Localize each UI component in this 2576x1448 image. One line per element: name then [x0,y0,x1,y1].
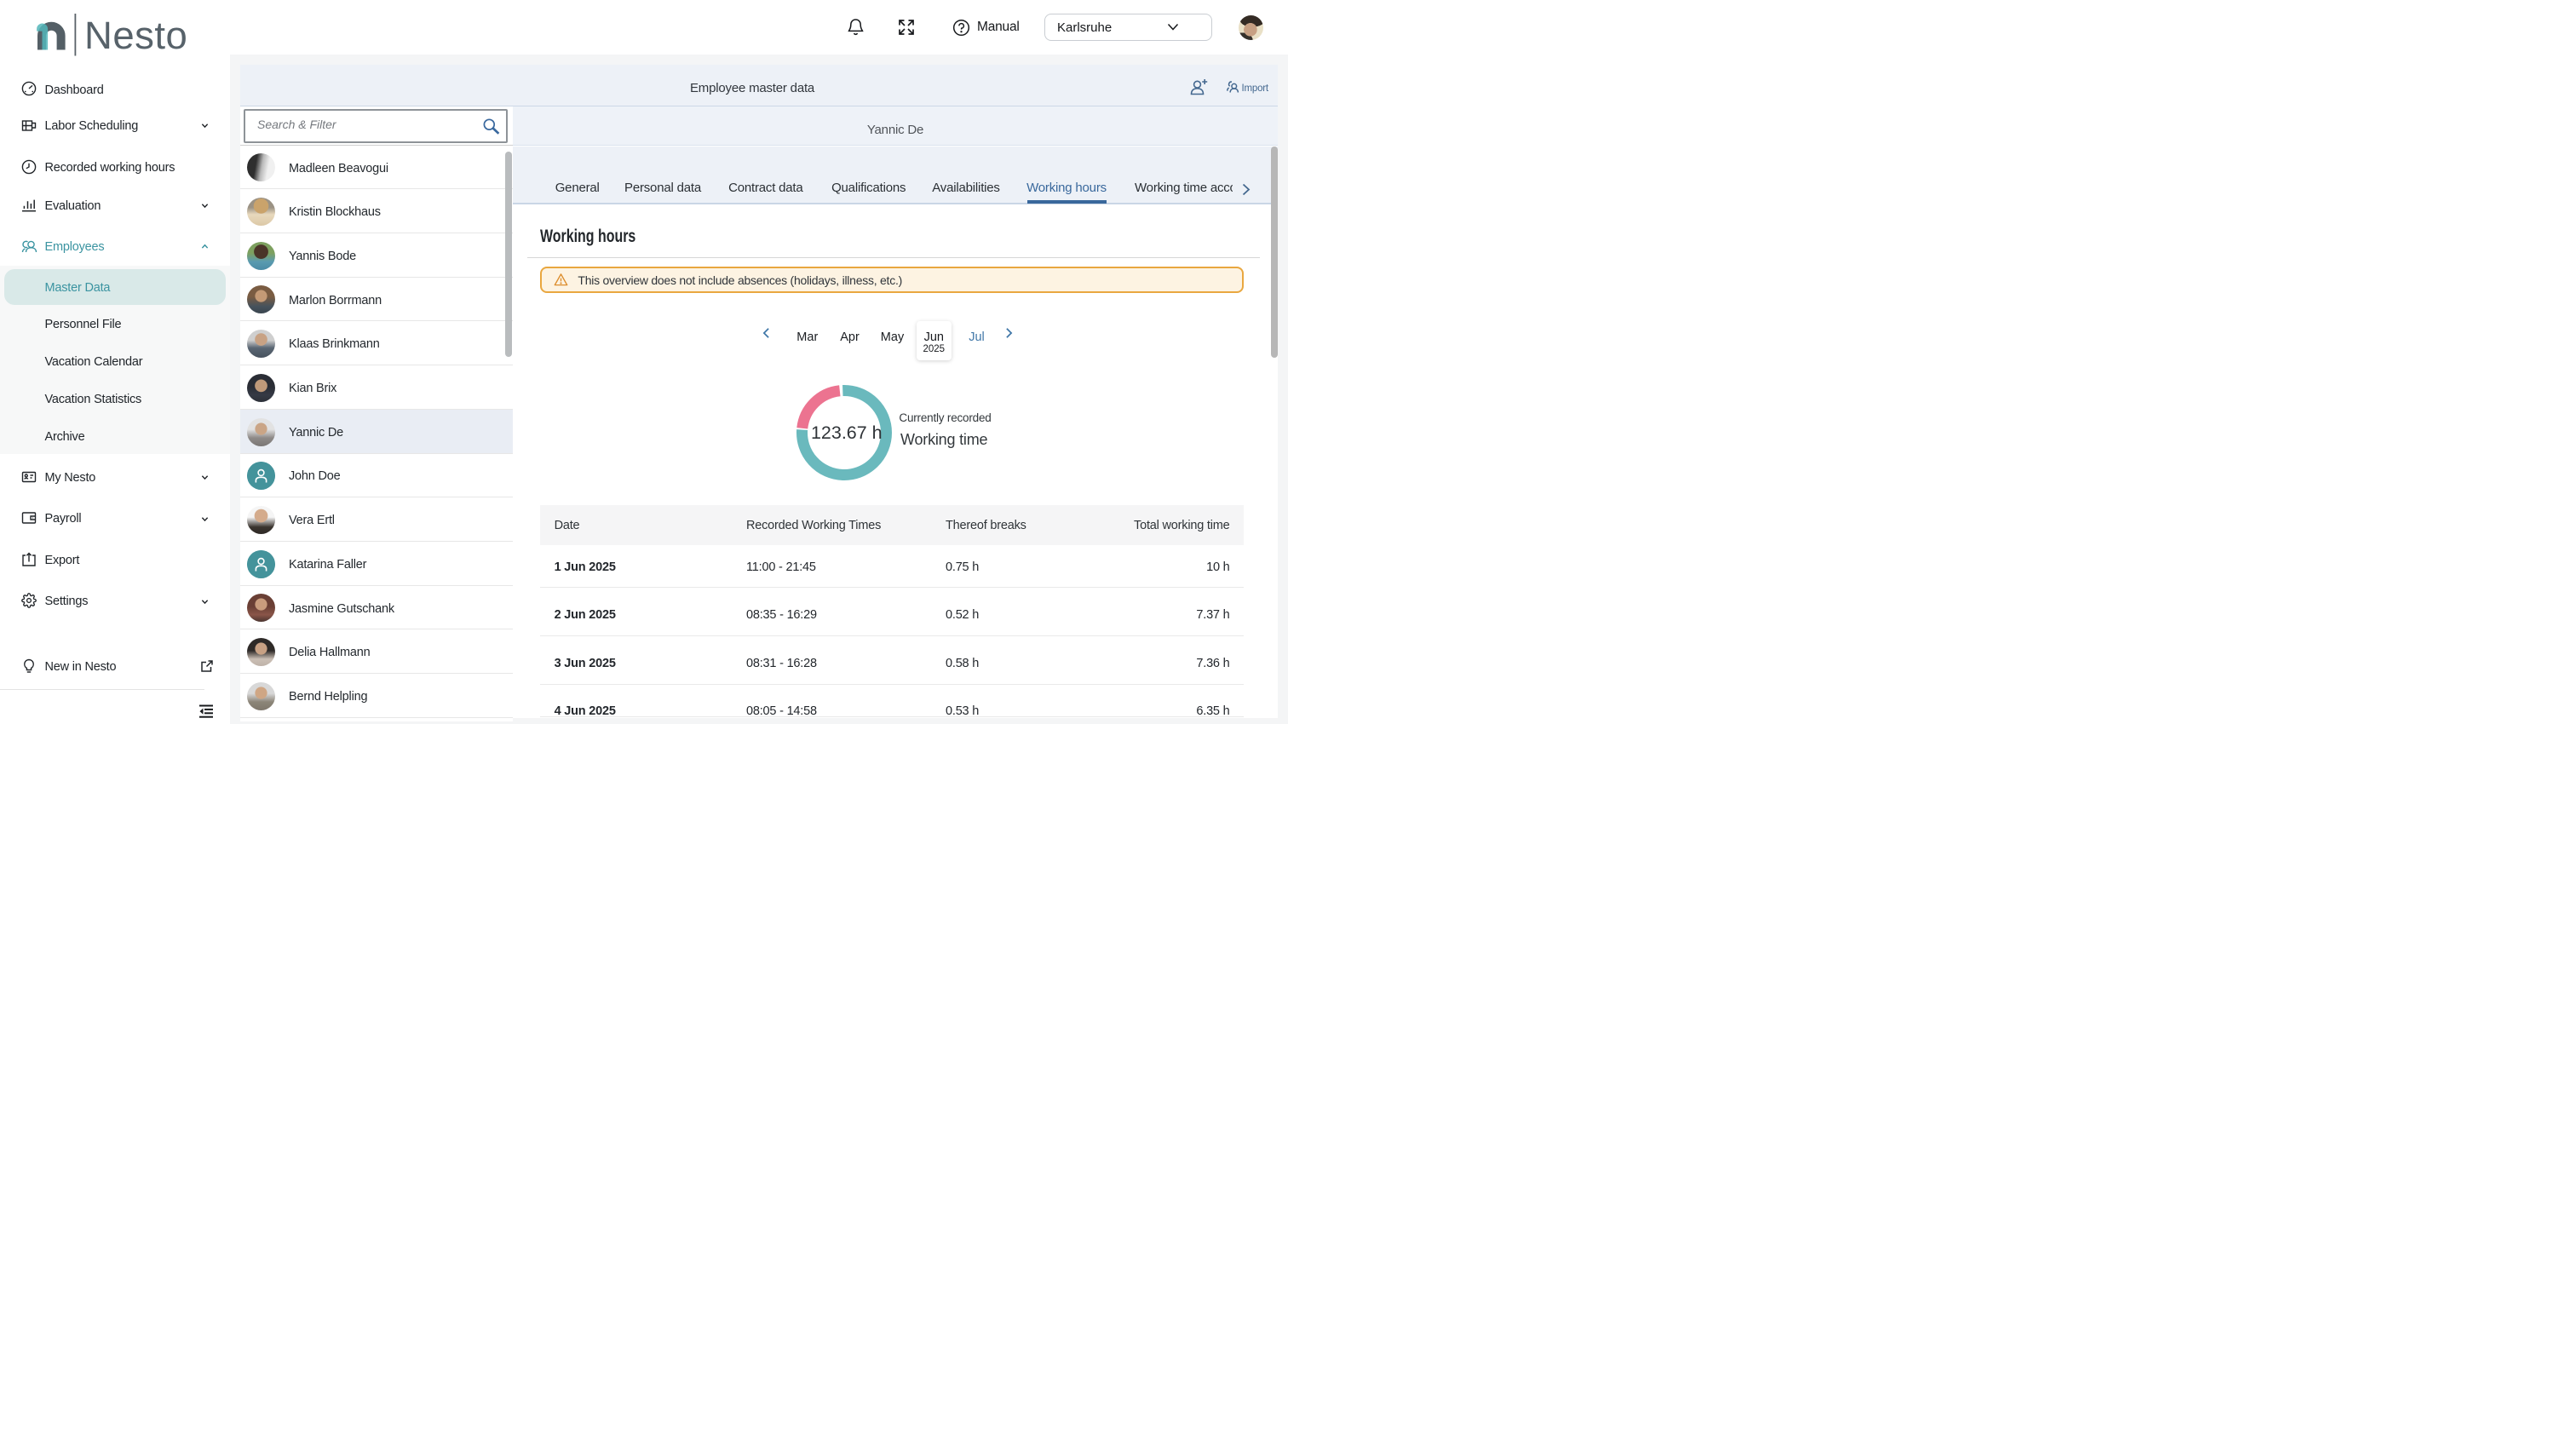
svg-text:Nesto: Nesto [84,14,187,57]
